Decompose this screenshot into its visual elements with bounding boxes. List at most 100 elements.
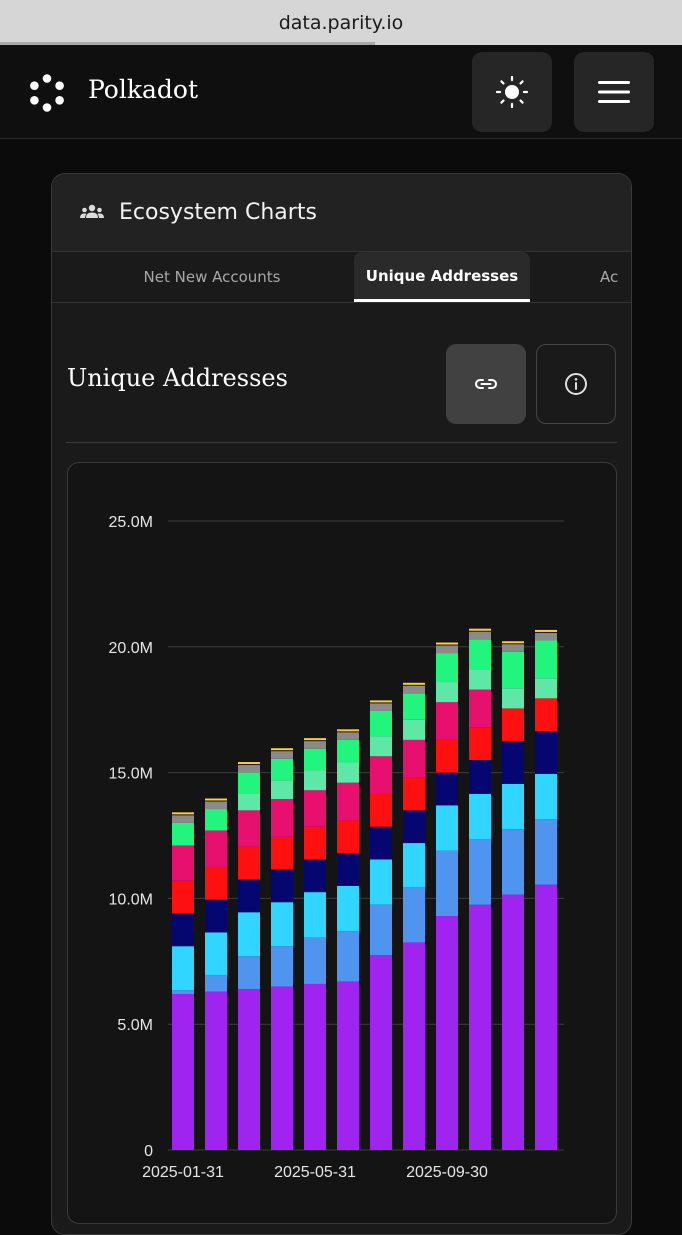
- bar-segment: [304, 748, 326, 771]
- bar-segment: [436, 772, 458, 806]
- bar-segment: [502, 708, 524, 742]
- bar-segment: [238, 772, 260, 794]
- bar-segment: [304, 937, 326, 984]
- bar-segment: [271, 946, 293, 987]
- bar-segment: [436, 739, 458, 773]
- bar-segment: [370, 793, 392, 827]
- bar-segment: [502, 829, 524, 895]
- bar-segment: [238, 846, 260, 880]
- section-divider: [66, 442, 617, 443]
- bar-top-accent: [304, 738, 326, 741]
- bar-segment: [436, 702, 458, 740]
- bar-segment: [337, 732, 359, 740]
- bar-top-accent: [271, 748, 293, 751]
- bar-segment: [469, 760, 491, 794]
- bar-segment: [403, 843, 425, 888]
- bar-segment: [304, 983, 326, 1150]
- bar-top-accent: [502, 641, 524, 644]
- bar-segment: [535, 698, 557, 732]
- theme-toggle-button[interactable]: [472, 52, 552, 132]
- brand-name[interactable]: Polkadot: [88, 75, 199, 104]
- bar-segment: [304, 770, 326, 791]
- bar-segment: [172, 946, 194, 991]
- tab-net-new-accounts[interactable]: Net New Accounts: [143, 268, 281, 286]
- y-tick-label: 20.0M: [109, 640, 153, 657]
- bar-segment: [436, 645, 458, 654]
- sun-icon: [495, 75, 529, 109]
- browser-address-bar[interactable]: data.parity.io: [0, 0, 682, 45]
- bar-segment: [535, 640, 557, 679]
- bar-segment: [304, 741, 326, 749]
- menu-button[interactable]: [574, 52, 654, 132]
- copy-link-button[interactable]: [446, 344, 526, 424]
- bar-segment: [337, 853, 359, 886]
- bar-top-accent: [535, 629, 557, 632]
- bar-segment: [337, 885, 359, 932]
- bar-segment: [502, 783, 524, 830]
- bar-segment: [502, 688, 524, 709]
- bar-segment: [172, 822, 194, 846]
- bar-segment: [271, 780, 293, 800]
- bar-segment: [238, 956, 260, 989]
- bar-segment: [271, 902, 293, 947]
- x-tick-label: 2025-05-31: [274, 1164, 356, 1181]
- bar-segment: [271, 836, 293, 870]
- bar-segment: [469, 839, 491, 905]
- y-tick-label: 0: [144, 1143, 153, 1160]
- tab-unique-addresses[interactable]: Unique Addresses: [354, 252, 530, 302]
- bar-segment: [205, 830, 227, 867]
- bar-segment: [238, 793, 260, 811]
- bar-segment: [403, 693, 425, 720]
- bar-segment: [535, 819, 557, 885]
- bar-segment: [172, 845, 194, 881]
- bar-segment: [469, 639, 491, 670]
- bar-segment: [238, 765, 260, 773]
- bar-segment: [337, 981, 359, 1150]
- bar-segment: [271, 758, 293, 781]
- bar-top-accent: [172, 812, 194, 815]
- bar-segment: [469, 904, 491, 1150]
- info-button[interactable]: [536, 344, 616, 424]
- bar-segment: [238, 810, 260, 847]
- bar-segment: [238, 912, 260, 957]
- bar-segment: [238, 879, 260, 913]
- bar-segment: [502, 651, 524, 689]
- people-icon: [80, 204, 104, 218]
- bar-segment: [535, 731, 557, 774]
- bar-top-accent: [238, 762, 260, 765]
- url-text: data.parity.io: [278, 11, 404, 34]
- bar-segment: [502, 741, 524, 784]
- bar-segment: [205, 899, 227, 933]
- bar-segment: [304, 892, 326, 938]
- bar-segment: [304, 826, 326, 860]
- bar-segment: [238, 988, 260, 1150]
- bar-top-accent: [370, 700, 392, 703]
- bar-segment: [469, 631, 491, 640]
- tab-partial[interactable]: Ac: [600, 268, 619, 286]
- bar-segment: [436, 916, 458, 1150]
- bar-segment: [337, 782, 359, 821]
- bar-top-accent: [469, 628, 491, 631]
- y-tick-label: 5.0M: [117, 1017, 153, 1034]
- polkadot-logo[interactable]: [28, 74, 66, 112]
- bar-segment: [172, 815, 194, 823]
- bar-segment: [370, 710, 392, 737]
- card-title: Ecosystem Charts: [119, 200, 317, 225]
- card-header: Ecosystem Charts: [52, 174, 631, 252]
- bar-segment: [403, 719, 425, 740]
- bar-segment: [370, 859, 392, 905]
- bar-segment: [403, 810, 425, 844]
- bar-segment: [205, 801, 227, 810]
- bar-segment: [469, 669, 491, 690]
- bar-segment: [370, 703, 392, 711]
- bar-segment: [469, 727, 491, 761]
- bar-segment: [205, 809, 227, 831]
- bar-top-accent: [403, 682, 425, 685]
- bar-top-accent: [436, 642, 458, 645]
- bar-segment: [337, 820, 359, 854]
- info-icon: [565, 373, 587, 395]
- bar-segment: [205, 975, 227, 992]
- bar-segment: [436, 653, 458, 683]
- bar-segment: [502, 644, 524, 652]
- y-tick-label: 25.0M: [109, 514, 153, 531]
